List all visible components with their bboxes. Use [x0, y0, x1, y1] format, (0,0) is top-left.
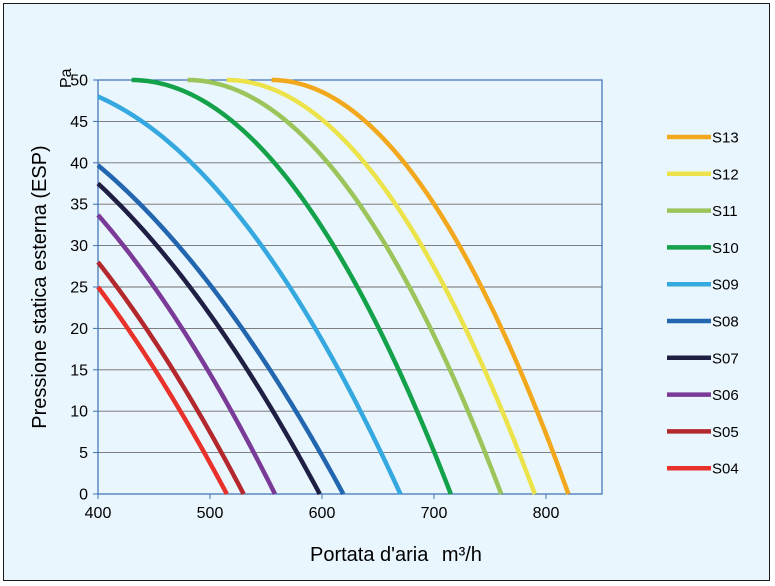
- legend-label-s07: S07: [712, 350, 739, 367]
- series-line-s13: [271, 77, 571, 495]
- series-line-s08: [96, 163, 346, 496]
- series-line-s04: [96, 285, 229, 496]
- legend-label-s09: S09: [712, 277, 739, 294]
- y-tick-label: 25: [70, 280, 88, 297]
- y-tick-label: 30: [70, 238, 88, 255]
- x-tick-label: 800: [533, 505, 560, 522]
- y-tick-label: 5: [79, 445, 88, 462]
- legend-label-s13: S13: [712, 130, 739, 147]
- y-tick-label: 40: [70, 155, 88, 172]
- series-line-s06: [96, 213, 277, 496]
- x-tick-label: 500: [197, 505, 224, 522]
- x-tick-labels: 400 500 600 700 800: [85, 494, 560, 522]
- y-tick-label: 45: [70, 114, 88, 131]
- legend-label-s06: S06: [712, 387, 739, 404]
- legend-label-s10: S10: [712, 240, 739, 257]
- series-line-s05: [96, 260, 246, 496]
- series-line-s10: [131, 77, 453, 495]
- y-tick-label: 10: [70, 404, 88, 421]
- x-tick-label: 600: [309, 505, 336, 522]
- series-line-s09: [97, 94, 403, 495]
- chart-frame: [3, 3, 770, 581]
- x-axis-title-text: Portata d'aria: [310, 544, 429, 566]
- y-tick-label: 35: [70, 197, 88, 214]
- y-tick-label: 20: [70, 321, 88, 338]
- x-axis-title-unit: m³/h: [442, 544, 482, 566]
- x-axis-title: Portata d'aria m³/h: [310, 544, 482, 566]
- y-tick-label: 0: [79, 487, 88, 504]
- legend-label-s05: S05: [712, 424, 739, 441]
- series-line-s12: [226, 77, 537, 495]
- y-tick-label: 50: [70, 73, 88, 90]
- series-line-s07: [96, 181, 322, 496]
- legend-label-s11: S11: [712, 203, 738, 220]
- y-axis-title: Pressione statica esterna (ESP): [29, 145, 51, 428]
- series-curves: [96, 77, 571, 496]
- y-tick-label: 15: [70, 362, 88, 379]
- x-tick-label: 400: [85, 505, 112, 522]
- series-line-s11: [187, 77, 504, 495]
- x-tick-label: 700: [421, 505, 448, 522]
- y-axis-unit: Pa: [58, 68, 75, 88]
- legend-label-s04: S04: [712, 461, 739, 478]
- y-tick-labels: 0 5 10 15 20 25 30 35 40 45 50: [70, 73, 98, 504]
- legend-label-s08: S08: [712, 314, 739, 331]
- legend: S13 S12 S11 S10 S09 S08 S07 S06 S05 S04: [667, 130, 739, 478]
- legend-label-s12: S12: [712, 166, 739, 183]
